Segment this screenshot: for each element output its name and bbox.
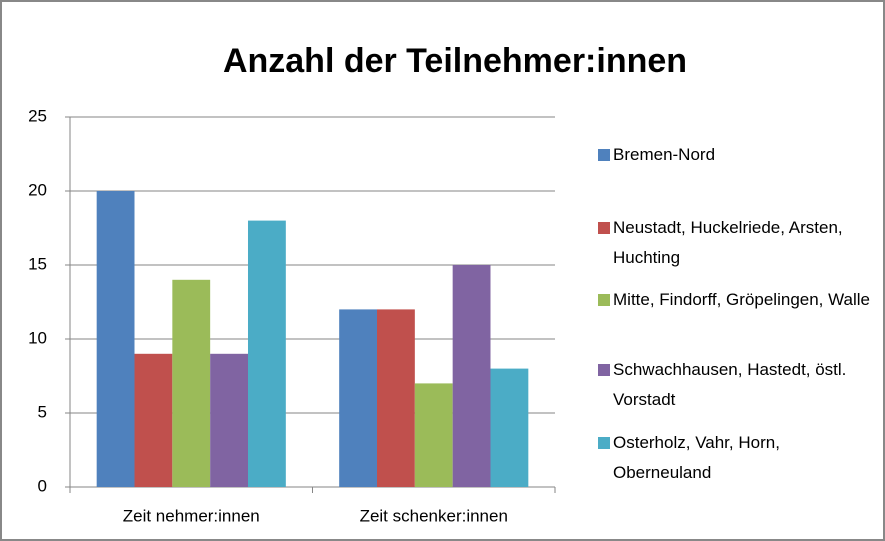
legend-label: Bremen-Nord [613, 145, 716, 164]
y-tick-label: 20 [28, 180, 47, 199]
legend-swatch [598, 222, 610, 234]
bar [172, 279, 211, 487]
legend-item: Osterholz, Vahr, Horn, Oberneuland [598, 428, 878, 488]
x-tick-label: Zeit nehmer:innen [123, 506, 260, 525]
legend-swatch [598, 149, 610, 161]
bar [414, 383, 453, 487]
y-tick-label: 25 [28, 106, 47, 125]
y-tick-label: 0 [38, 476, 47, 495]
bar [452, 265, 491, 487]
bar [134, 353, 173, 487]
bar [247, 220, 286, 487]
legend-label: Schwachhausen, Hastedt, östl. Vorstadt [613, 360, 847, 409]
x-tick-label: Zeit schenker:innen [360, 506, 508, 525]
chart-title: Anzahl der Teilnehmer:innen [223, 42, 687, 80]
y-tick-label: 5 [38, 402, 47, 421]
bar [490, 368, 529, 487]
y-tick-label: 15 [28, 254, 47, 273]
legend-item: Neustadt, Huckelriede, Arsten, Huchting [598, 213, 878, 273]
bar [96, 191, 135, 487]
legend-label: Osterholz, Vahr, Horn, Oberneuland [613, 433, 780, 482]
legend-item: Schwachhausen, Hastedt, östl. Vorstadt [598, 355, 878, 415]
legend-swatch [598, 364, 610, 376]
bar [210, 353, 248, 487]
bar [339, 309, 378, 487]
bar [377, 309, 415, 487]
legend-swatch [598, 437, 610, 449]
legend-label: Neustadt, Huckelriede, Arsten, Huchting [613, 218, 843, 267]
legend-item: Bremen-Nord [598, 140, 878, 170]
legend-label: Mitte, Findorff, Gröpelingen, Walle [613, 290, 871, 309]
legend-swatch [598, 294, 610, 306]
legend-item: Mitte, Findorff, Gröpelingen, Walle [598, 285, 878, 315]
y-tick-label: 10 [28, 328, 47, 347]
